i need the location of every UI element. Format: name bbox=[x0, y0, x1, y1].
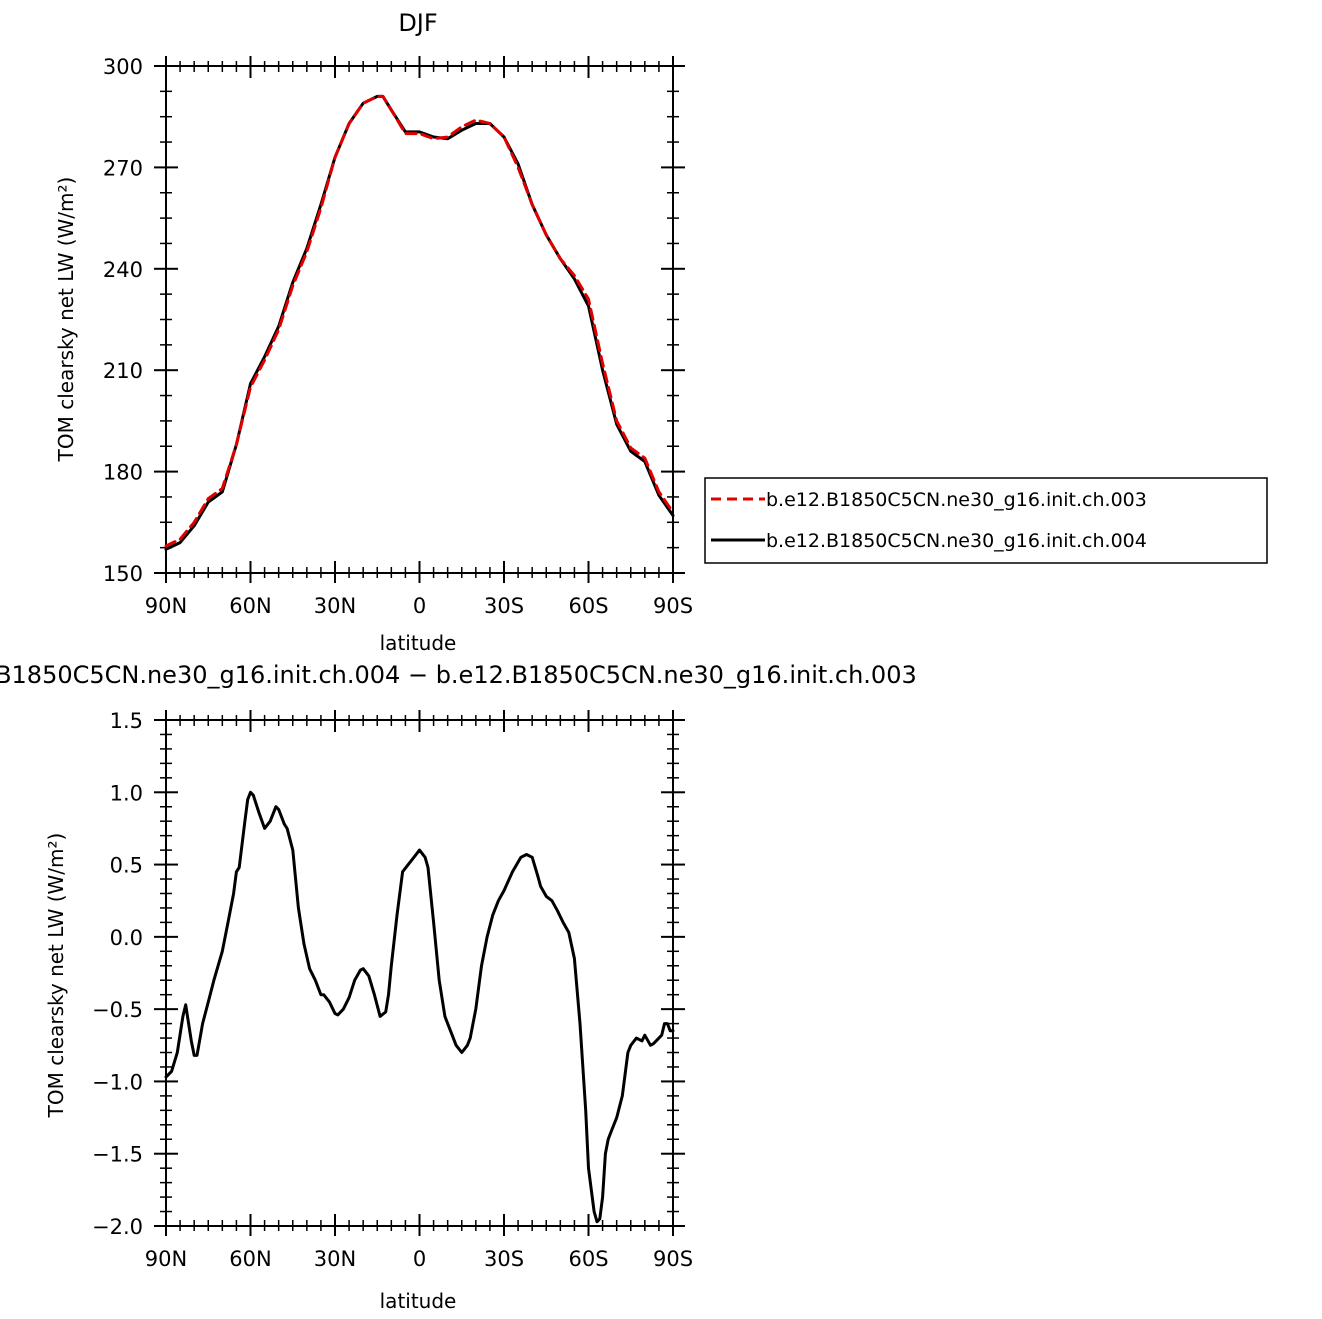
y-tick-label: 0.0 bbox=[110, 926, 143, 950]
y-tick-label: 180 bbox=[103, 461, 143, 485]
y-tick-label: 240 bbox=[103, 258, 143, 282]
legend-label-003: b.e12.B1850C5CN.ne30_g16.init.ch.003 bbox=[766, 489, 1147, 511]
x-tick-label: 90N bbox=[145, 594, 187, 618]
x-tick-label: 0 bbox=[413, 594, 426, 618]
x-tick-label: 90N bbox=[145, 1247, 187, 1271]
series-line-0 bbox=[164, 94, 675, 548]
series-line-0 bbox=[164, 790, 675, 1224]
bottom-x-axis-label: latitude bbox=[380, 1289, 457, 1313]
x-tick-label: 90S bbox=[653, 1247, 693, 1271]
top-x-axis-label: latitude bbox=[380, 631, 457, 655]
x-tick-label: 60S bbox=[568, 594, 608, 618]
x-tick-label: 60N bbox=[229, 594, 271, 618]
series-line-1 bbox=[164, 94, 675, 551]
legend: b.e12.B1850C5CN.ne30_g16.init.ch.003 b.e… bbox=[704, 477, 1268, 564]
y-tick-label: 270 bbox=[103, 156, 143, 180]
legend-box bbox=[704, 477, 1268, 564]
y-tick-label: 0.5 bbox=[110, 854, 143, 878]
y-tick-label: 1.5 bbox=[110, 709, 143, 733]
x-tick-label: 60N bbox=[229, 1247, 271, 1271]
top-y-axis-label: TOM clearsky net LW (W/m²) bbox=[54, 177, 78, 463]
plot-frame bbox=[165, 719, 674, 1227]
y-tick-label: 300 bbox=[103, 55, 143, 79]
x-tick-label: 30N bbox=[314, 1247, 356, 1271]
y-tick-label: 150 bbox=[103, 562, 143, 586]
y-tick-label: −0.5 bbox=[92, 998, 143, 1022]
x-tick-label: 30S bbox=[484, 594, 524, 618]
bottom-panel: b.e12.B1850C5CN.ne30_g16.init.ch.004 − b… bbox=[0, 661, 917, 1313]
x-tick-label: 60S bbox=[568, 1247, 608, 1271]
x-tick-label: 30S bbox=[484, 1247, 524, 1271]
top-panel: DJF TOM clearsky net LW (W/m²) latitude … bbox=[54, 9, 693, 655]
x-tick-label: 30N bbox=[314, 594, 356, 618]
x-tick-label: 90S bbox=[653, 594, 693, 618]
legend-label-004: b.e12.B1850C5CN.ne30_g16.init.ch.004 bbox=[766, 530, 1147, 552]
top-chart-title: DJF bbox=[398, 9, 437, 37]
plot-frame bbox=[165, 65, 674, 574]
x-tick-label: 0 bbox=[413, 1247, 426, 1271]
bottom-y-axis-label: TOM clearsky net LW (W/m²) bbox=[44, 833, 68, 1119]
y-tick-label: −2.0 bbox=[92, 1215, 143, 1239]
y-tick-label: 210 bbox=[103, 359, 143, 383]
y-tick-label: −1.5 bbox=[92, 1143, 143, 1167]
y-tick-label: 1.0 bbox=[110, 781, 143, 805]
y-tick-label: −1.0 bbox=[92, 1070, 143, 1094]
bottom-chart-title: b.e12.B1850C5CN.ne30_g16.init.ch.004 − b… bbox=[0, 661, 917, 689]
